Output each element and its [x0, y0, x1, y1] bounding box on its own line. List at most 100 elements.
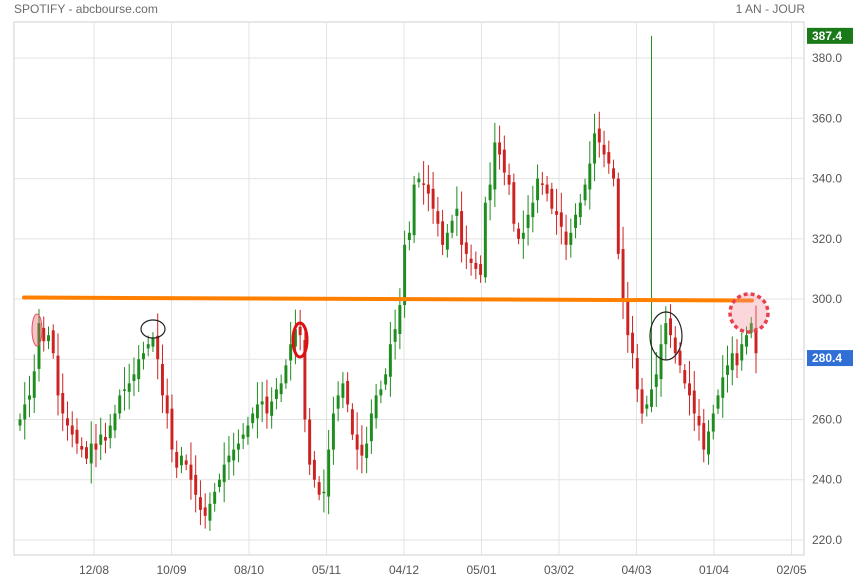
candle-up — [289, 344, 293, 361]
candle-down — [308, 419, 312, 465]
candle-down — [85, 447, 88, 459]
candle-down — [265, 396, 269, 414]
candle-down — [80, 445, 84, 450]
candle-down — [498, 142, 502, 155]
candle-up — [232, 449, 236, 461]
highlight-ellipse — [31, 313, 43, 347]
x-tick-label: 08/10 — [234, 563, 264, 577]
candle-down — [507, 174, 511, 185]
y-tick-label: 340.0 — [812, 172, 842, 186]
candle-down — [422, 183, 426, 185]
candle-up — [179, 455, 183, 466]
y-tick-label: 240.0 — [812, 473, 842, 487]
candle-down — [303, 339, 307, 420]
candle-up — [716, 395, 720, 409]
candle-up — [208, 503, 212, 521]
candle-up — [369, 413, 373, 442]
candle-down — [683, 370, 687, 384]
candle-up — [740, 344, 744, 361]
candle-up — [711, 413, 715, 432]
candle-up — [578, 202, 582, 218]
candle-up — [246, 425, 250, 437]
candle-up — [654, 374, 658, 387]
candle-up — [450, 220, 454, 233]
candle-down — [75, 429, 79, 444]
last-price-badge — [807, 350, 853, 367]
candle-up — [536, 178, 540, 201]
candle-up — [645, 404, 649, 409]
high-price-label: 387.4 — [812, 29, 842, 43]
candle-up — [118, 395, 122, 414]
candle-up — [526, 214, 530, 228]
candle-up — [569, 232, 573, 245]
candle-down — [612, 168, 616, 179]
candle-down — [426, 184, 430, 194]
candle-up — [403, 244, 407, 306]
candle-up — [227, 455, 231, 463]
candle-up — [23, 404, 27, 420]
candle-down — [735, 353, 739, 366]
candle-down — [298, 326, 302, 336]
candle-down — [350, 409, 354, 435]
candle-up — [293, 329, 297, 347]
candle-down — [502, 149, 506, 173]
candle-up — [388, 344, 392, 377]
candle-up — [251, 413, 255, 424]
highlight-ellipse — [140, 319, 166, 339]
candle-down — [464, 242, 468, 254]
highlight-circle — [728, 292, 770, 334]
candle-up — [664, 323, 668, 345]
candle-up — [279, 383, 283, 395]
candle-up — [588, 163, 592, 190]
candle-up — [384, 374, 388, 385]
x-tick-label: 04/03 — [621, 563, 651, 577]
y-axis: 220.0240.0260.0280.0300.0320.0340.0360.0… — [812, 51, 842, 547]
high-price-badge — [807, 27, 853, 44]
x-tick-label: 05/01 — [466, 563, 496, 577]
candle-up — [493, 142, 497, 190]
candle-up — [659, 344, 663, 380]
candle-down — [559, 212, 563, 227]
last-price-label: 280.4 — [812, 351, 842, 365]
x-axis: 12/08 10/09 08/10 05/11 04/12 05/01 03/02 04/03… — [79, 563, 807, 577]
y-tick-label: 380.0 — [812, 51, 842, 65]
candle-up — [18, 419, 22, 426]
candle-down — [94, 443, 98, 450]
candle-up — [488, 184, 492, 201]
candle-up — [445, 232, 449, 250]
candle-up — [28, 395, 31, 400]
period-label: 1 AN - JOUR — [735, 2, 805, 16]
candle-down — [626, 301, 630, 336]
candle-up — [650, 389, 654, 407]
candle-down — [602, 144, 606, 155]
candle-down — [512, 182, 516, 224]
candle-down — [479, 264, 483, 275]
plot-area — [13, 21, 805, 556]
y-tick-label: 320.0 — [812, 232, 842, 246]
candle-down — [346, 380, 350, 405]
candle-up — [721, 377, 725, 398]
candle-down — [441, 221, 445, 245]
candle-down — [355, 434, 359, 450]
candle-down — [669, 318, 673, 336]
candle-up — [284, 365, 288, 384]
candle-up — [336, 395, 340, 409]
candle-down — [692, 390, 696, 414]
candle-down — [469, 258, 473, 263]
candle-down — [697, 415, 701, 426]
candle-down — [317, 482, 321, 495]
candle-up — [260, 401, 264, 405]
candle-down — [631, 332, 635, 354]
candle-down — [312, 459, 316, 480]
candle-up — [730, 353, 734, 371]
candle-up — [236, 443, 240, 450]
gridlines — [14, 22, 804, 555]
candle-up — [270, 401, 274, 416]
candle-up — [255, 404, 259, 419]
candle-up — [217, 479, 221, 487]
candle-up — [707, 431, 710, 455]
candle-up — [141, 353, 145, 360]
candle-down — [640, 389, 644, 414]
x-tick-label: 02/05 — [776, 563, 806, 577]
candle-down — [754, 327, 758, 354]
